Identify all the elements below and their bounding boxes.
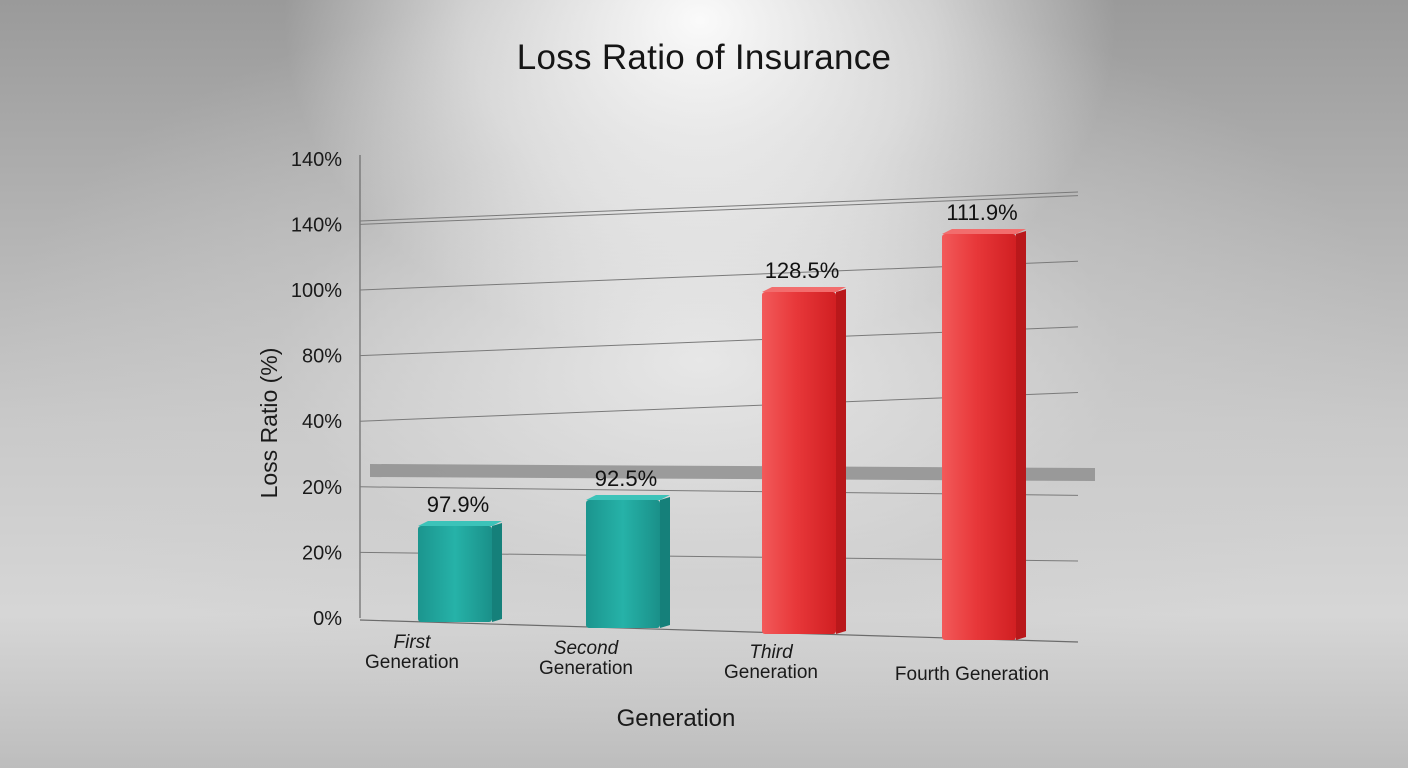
data-label: 128.5% — [765, 258, 840, 283]
reference-band — [370, 464, 1095, 481]
bar-side — [492, 523, 502, 622]
x-tick-label: Third — [749, 642, 794, 663]
gridline — [359, 191, 1079, 222]
x-tick-label: Second — [554, 638, 620, 659]
data-label: 97.9% — [427, 492, 489, 517]
x-tick-label: Generation — [724, 662, 818, 683]
bar-side — [660, 497, 670, 628]
data-label: 111.9% — [946, 200, 1017, 225]
y-tick-label: 20% — [302, 477, 342, 499]
y-tick-label: 0% — [313, 608, 342, 630]
bar — [586, 500, 660, 628]
bar-side — [1016, 231, 1026, 640]
y-axis-title: Loss Ratio (%) — [256, 348, 282, 499]
bar-top — [586, 495, 670, 500]
bar-top — [418, 521, 502, 526]
bar — [418, 526, 492, 622]
bar — [762, 292, 836, 634]
bar-side — [836, 289, 846, 634]
bar — [942, 234, 1016, 640]
x-tick-label: Generation — [365, 652, 459, 673]
bar-top — [942, 229, 1026, 234]
y-tick-label: 140% — [291, 149, 342, 171]
x-axis-title: Generation — [617, 705, 736, 732]
chart-title: Loss Ratio of Insurance — [516, 38, 892, 77]
data-label: 92.5% — [595, 466, 657, 491]
y-tick-label: 100% — [291, 280, 342, 302]
x-tick-label: Generation — [539, 658, 633, 679]
y-tick-label: 40% — [302, 411, 342, 433]
gridline — [359, 195, 1079, 225]
y-tick-label: 80% — [302, 346, 342, 368]
bar-top — [762, 287, 846, 292]
y-tick-label: 20% — [302, 542, 342, 564]
y-tick-label: 140% — [291, 214, 342, 236]
x-tick-label: First — [394, 632, 432, 653]
x-tick-label: Fourth Generation — [895, 664, 1049, 685]
